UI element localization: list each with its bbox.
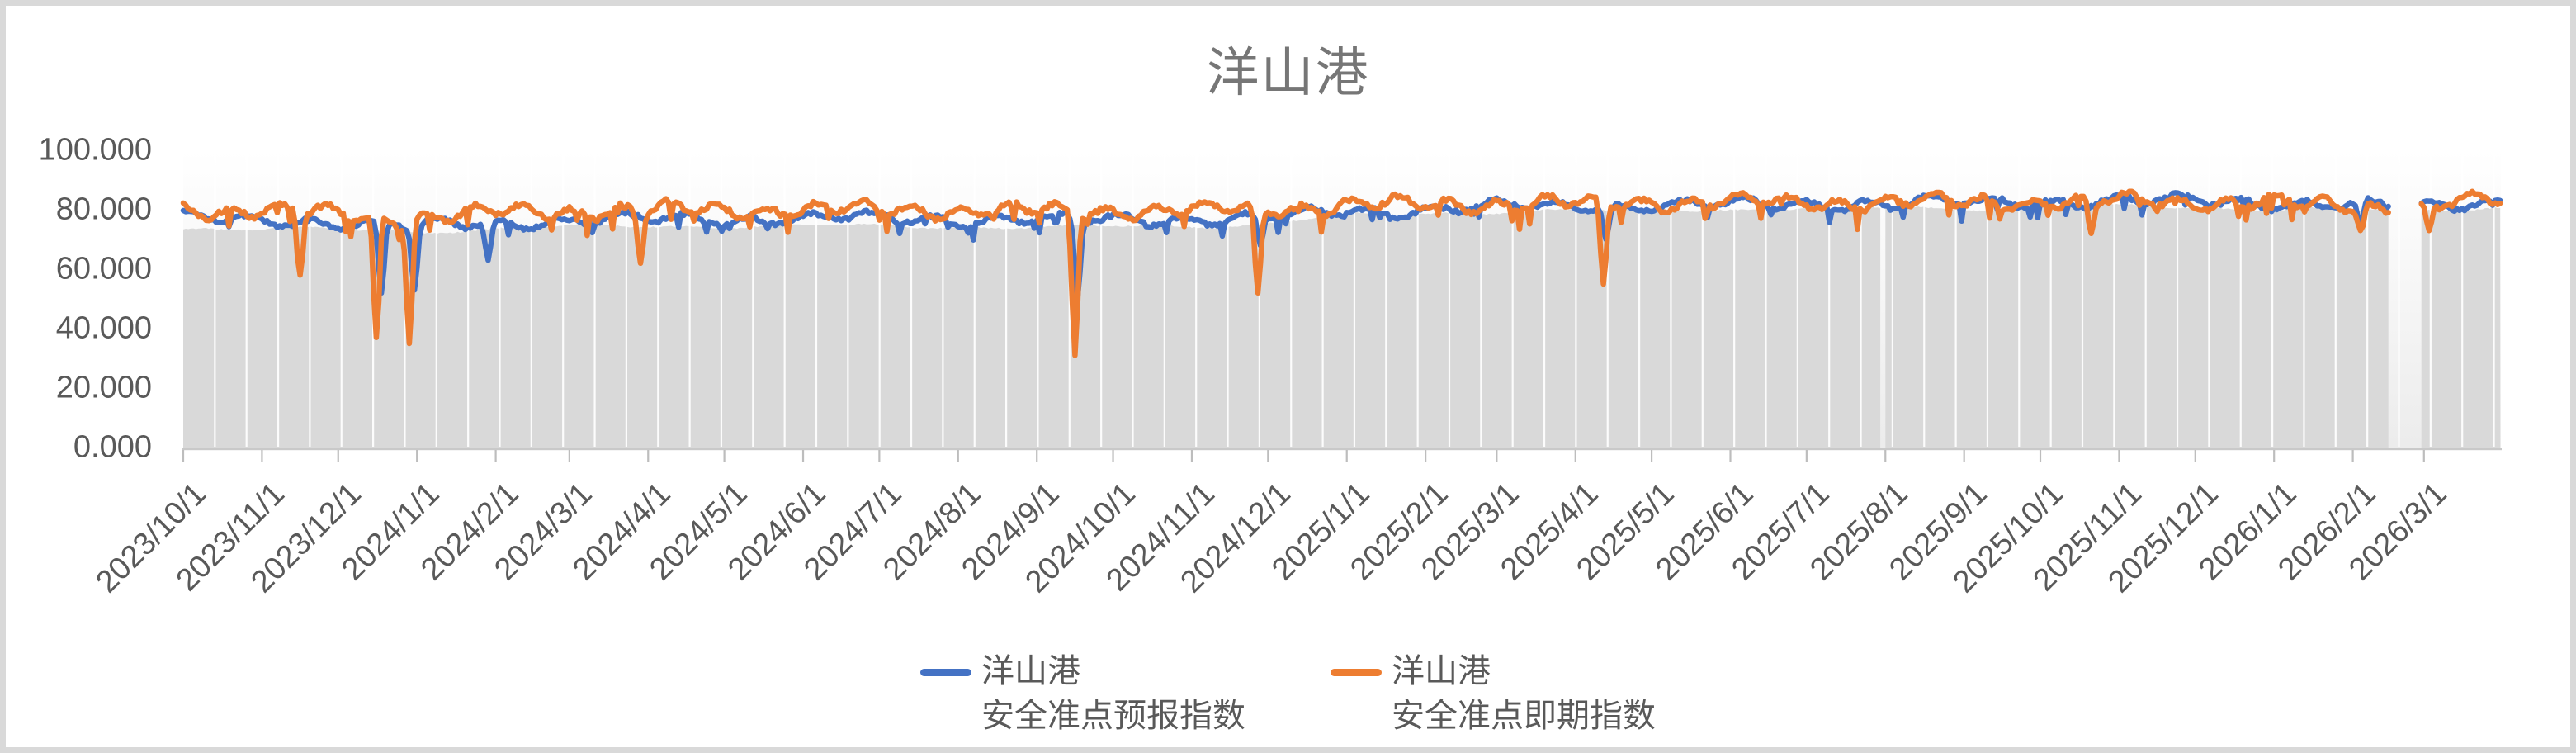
x-axis-tick	[2351, 450, 2354, 462]
y-axis-label: 40.000	[55, 310, 152, 346]
y-axis-label: 60.000	[55, 251, 152, 287]
x-axis-tick	[182, 450, 185, 462]
x-axis-tick	[1496, 450, 1498, 462]
x-axis-tick	[1112, 450, 1114, 462]
x-axis-tick	[2194, 450, 2196, 462]
x-axis-tick	[2039, 450, 2042, 462]
x-axis-tick	[261, 450, 263, 462]
legend-line-swatch	[920, 669, 971, 676]
x-axis-tick	[2118, 450, 2120, 462]
x-axis-tick	[723, 450, 726, 462]
x-axis-tick	[2273, 450, 2276, 462]
chart-plot-svg	[180, 150, 2503, 462]
x-axis-tick	[2422, 450, 2425, 462]
x-axis-tick	[1729, 450, 1732, 462]
legend-line-swatch	[1331, 669, 1382, 676]
x-axis-tick	[1805, 450, 1808, 462]
spot-index-line	[180, 188, 2503, 358]
x-axis-tick	[1267, 450, 1269, 462]
legend-label: 洋山港 安全准点预报指数	[981, 653, 1245, 734]
x-axis-tick	[801, 450, 805, 462]
y-axis-label: 20.000	[55, 370, 152, 405]
x-axis-tick	[647, 450, 650, 462]
legend-entry[interactable]: 洋山港 安全准点即期指数	[1331, 649, 1656, 738]
x-axis-tick	[1574, 450, 1576, 462]
x-axis-tick	[1345, 450, 1348, 462]
y-axis-label: 0.000	[73, 429, 152, 465]
y-axis-label: 100.000	[38, 132, 152, 168]
x-axis-tick	[416, 450, 418, 462]
legend-entry[interactable]: 洋山港 安全准点预报指数	[920, 649, 1245, 738]
x-axis-tick	[878, 450, 881, 462]
x-axis-tick	[1650, 450, 1653, 462]
x-axis-tick	[957, 450, 959, 462]
y-axis-label: 80.000	[55, 192, 152, 227]
x-axis-tick	[337, 450, 339, 462]
x-axis-tick	[1884, 450, 1887, 462]
legend-label: 洋山港 安全准点即期指数	[1392, 653, 1656, 734]
x-axis-line	[182, 448, 2502, 451]
band-area-series	[183, 204, 2501, 448]
x-axis-tick	[494, 450, 497, 462]
x-axis-tick	[1425, 450, 1427, 462]
x-axis-tick	[1963, 450, 1965, 462]
chart-title: 洋山港	[1206, 43, 1370, 102]
x-axis-tick	[1036, 450, 1038, 462]
x-axis-tick	[1190, 450, 1193, 462]
x-axis-tick	[568, 450, 570, 462]
